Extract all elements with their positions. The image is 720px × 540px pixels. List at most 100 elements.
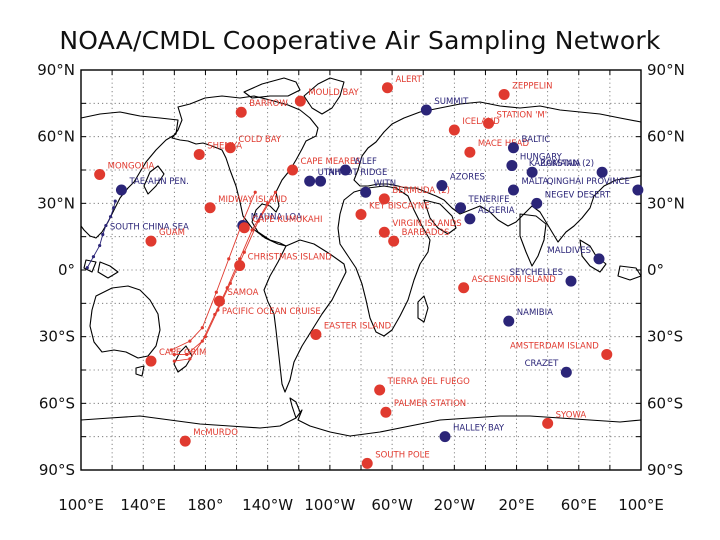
site-marker <box>448 124 460 136</box>
site-marker <box>315 175 327 187</box>
site-label: MAUNA LOA <box>251 213 302 223</box>
site-label: WITN <box>374 179 396 189</box>
site-marker <box>294 95 306 107</box>
ship-track-point <box>185 352 189 357</box>
ship-track-point <box>238 257 242 261</box>
site-label: GUAM <box>159 228 185 238</box>
site-label: ALGERIA <box>478 206 515 216</box>
site-marker <box>234 260 246 272</box>
site-label: EASTER ISLAND <box>324 321 392 331</box>
site-label: VIRGIN ISLANDS <box>392 219 461 229</box>
ship-track-point <box>85 266 89 270</box>
site-label: HALLEY BAY <box>453 424 505 434</box>
site-label: AZORES <box>450 173 485 183</box>
site-marker <box>560 366 572 378</box>
site-label: MIDWAY ISLAND <box>218 195 287 205</box>
ship-track-point <box>200 339 204 343</box>
lon-tick-label: 20°E <box>499 496 535 514</box>
ship-track-point <box>188 357 192 361</box>
site-label: BARBADOS <box>402 228 450 238</box>
ship-track-point <box>253 190 257 194</box>
latitude-tick-labels: 90°N 90°N 60°N 60°N 30°N 30°N 0° 0° 30°S 30°S 60°S… <box>37 61 685 479</box>
site-label: AMSTERDAM ISLAND <box>510 341 599 351</box>
lon-tick-label: 60°W <box>371 496 413 514</box>
lat-tick-label-left: 90°S <box>39 461 75 479</box>
site-marker <box>238 222 250 234</box>
ship-track-point <box>188 339 192 343</box>
site-label: SYOWA <box>556 410 587 420</box>
site-label: ALERT <box>395 75 422 85</box>
site-marker <box>378 226 390 238</box>
lon-tick-label: 20°W <box>434 496 476 514</box>
lat-tick-label-right: 30°N <box>647 194 685 212</box>
site-marker <box>361 457 373 469</box>
site-marker <box>378 193 390 205</box>
ship-track-point <box>273 190 278 194</box>
site-label: UTAH <box>318 168 341 178</box>
site-label: TIERRA DEL FUEGO <box>387 377 470 387</box>
site-marker <box>374 384 386 396</box>
site-marker <box>542 417 554 429</box>
site-marker <box>531 197 543 209</box>
lat-tick-label-right: 30°S <box>647 328 683 346</box>
site-label: CAPE GRIM <box>159 348 206 358</box>
site-marker <box>565 275 577 287</box>
site-label: NEGEV DESERT <box>545 190 611 200</box>
site-label: CAPE MEARES <box>301 157 361 167</box>
site-label: McMURDO <box>193 428 238 438</box>
lat-tick-label-left: 30°N <box>37 194 75 212</box>
site-marker <box>224 142 236 154</box>
site-marker <box>145 235 157 247</box>
site-label: MACE HEAD <box>478 139 530 149</box>
site-label: COLD BAY <box>238 135 282 145</box>
site-label: ZEPPELIN <box>512 81 552 91</box>
lon-tick-label: 100°E <box>58 496 104 514</box>
site-label: CAPE KUMUKAHI <box>252 215 322 225</box>
ship-track-point <box>172 352 176 357</box>
ship-track-point <box>98 243 102 248</box>
site-marker <box>304 175 316 187</box>
site-label: TAE-AHN PEN. <box>128 177 188 187</box>
site-label: MALTA <box>521 177 548 187</box>
site-label: ASCENSION ISLAND <box>472 275 557 285</box>
site-marker <box>94 168 106 180</box>
site-marker <box>596 166 608 178</box>
ship-track-point <box>172 359 176 363</box>
lat-tick-label-right: 60°N <box>647 128 685 146</box>
site-marker <box>436 180 448 192</box>
site-label: PALMER STATION <box>394 399 466 409</box>
site-label: SHEMYA <box>207 141 242 151</box>
site-marker <box>455 202 467 214</box>
lon-tick-label: 180° <box>187 496 223 514</box>
ship-track-point <box>214 290 218 294</box>
lon-tick-label: 60°E <box>561 496 597 514</box>
site-label: SAMOA <box>227 288 258 298</box>
ship-track-point <box>112 206 116 210</box>
site-marker <box>388 235 400 247</box>
lat-tick-label-left: 60°N <box>37 128 75 146</box>
site-marker <box>601 348 613 360</box>
graticule <box>80 69 642 471</box>
site-marker <box>145 355 157 367</box>
ship-track-point <box>101 232 105 237</box>
site-label: ROMANIA <box>540 159 581 169</box>
ship-track-point <box>104 223 108 228</box>
site-label: CHRISTMAS ISLAND <box>248 253 333 263</box>
site-label: SEYCHELLES <box>510 268 563 278</box>
lat-tick-label-right: 90°N <box>647 61 685 79</box>
site-marker <box>439 431 451 443</box>
site-label: CRAZET <box>525 359 560 369</box>
site-marker <box>213 295 225 307</box>
ship-track-point <box>227 257 231 261</box>
site-label: NIWOT RIDGE <box>329 168 388 178</box>
lat-tick-label-right: 90°S <box>647 461 683 479</box>
site-marker <box>339 164 351 176</box>
longitude-tick-labels: 100°E 140°E 180° 140°W 100°W 60°W 20°W 20°E 60°E… <box>58 496 664 514</box>
site-label: SUMMIT <box>434 97 469 107</box>
lat-tick-label-left: 90°N <box>37 61 75 79</box>
site-marker <box>380 406 392 418</box>
lon-tick-label: 100°W <box>304 496 355 514</box>
coastlines <box>80 77 642 437</box>
site-label: STATION 'M' <box>497 110 548 120</box>
